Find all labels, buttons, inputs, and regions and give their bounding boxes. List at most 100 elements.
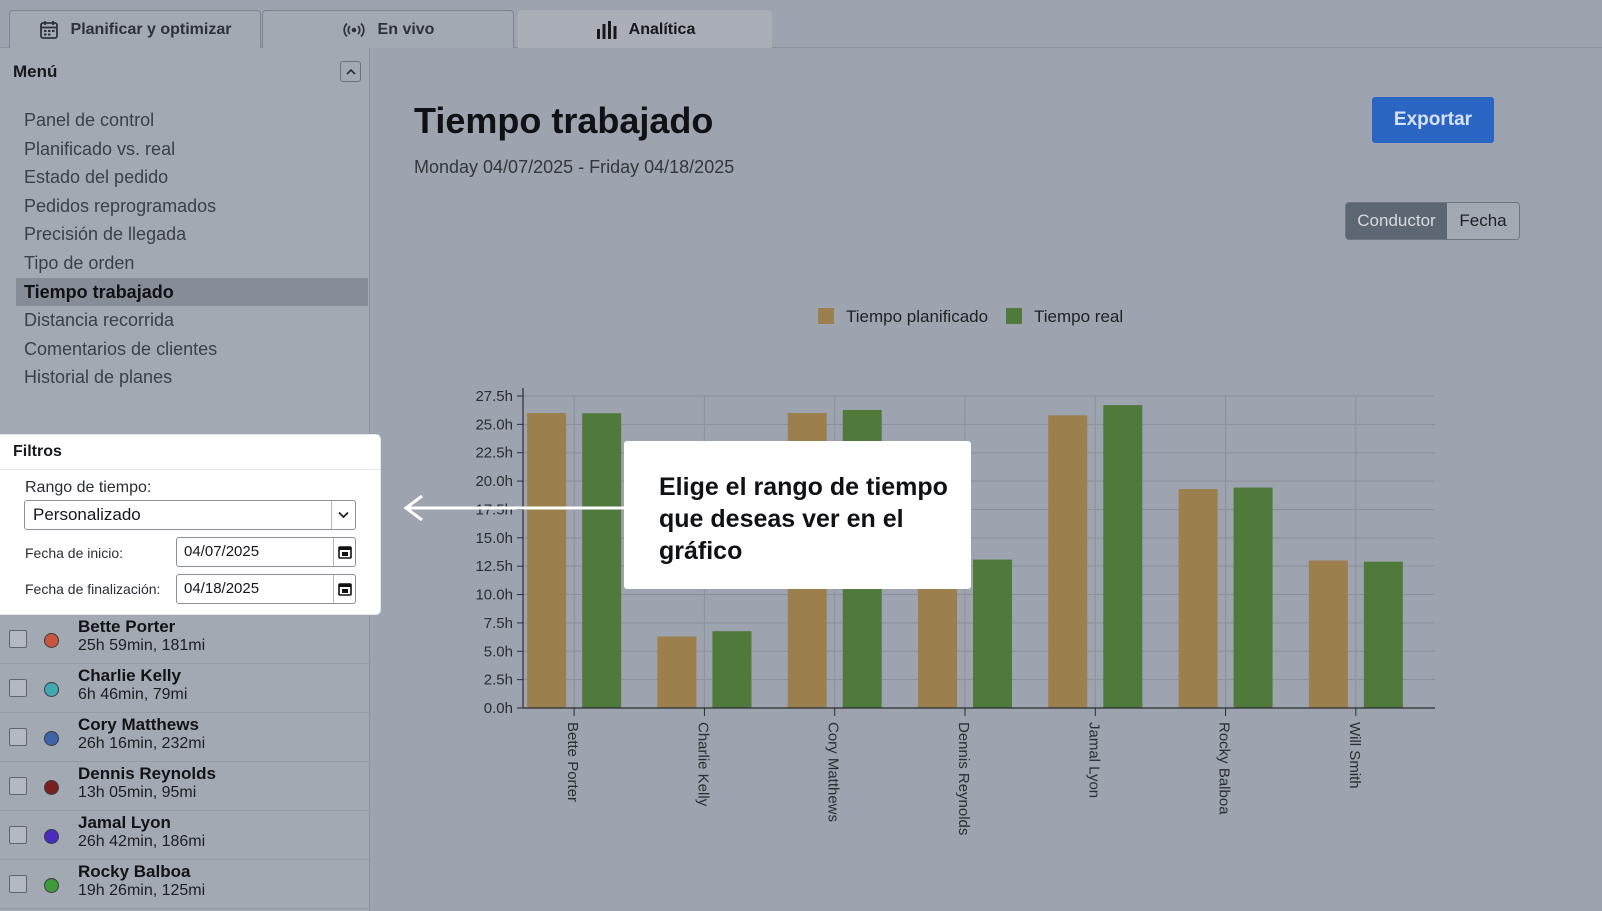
callout-line: Elige el rango de tiempo [659,473,948,501]
menu-item-tipo-de-orden[interactable]: Tipo de orden [24,252,135,273]
driver-stats: 13h 05min, 95mi [78,784,197,801]
start-date-input[interactable]: 04/07/2025 [176,537,356,567]
driver-row[interactable]: Jamal Lyon 26h 42min, 186mi [0,811,369,860]
bar [1308,560,1348,708]
start-date-value: 04/07/2025 [184,543,260,560]
menu-item-pedidos-reprogramados[interactable]: Pedidos reprogramados [24,195,217,216]
driver-checkbox[interactable] [9,679,27,697]
x-tick-label: Dennis Reynolds [955,722,972,835]
y-tick-label: 25.0h [475,416,513,433]
group-by-toggle: Conductor Fecha [1345,202,1520,240]
driver-list: Bette Porter 25h 59min, 181mi Charlie Ke… [0,615,369,909]
divider [0,469,380,470]
tab-label: Analítica [628,20,696,38]
menu-item-tiempo-trabajado[interactable]: Tiempo trabajado [16,277,368,307]
menu-title: Menú [13,62,58,81]
driver-checkbox[interactable] [9,630,27,648]
legend-label: Tiempo planificado [846,307,988,326]
menu-item-planificado-vs-real[interactable]: Planificado vs. real [24,138,176,159]
bar [582,413,622,708]
driver-checkbox[interactable] [9,875,27,893]
y-tick-label: 22.5h [475,445,513,462]
collapse-menu-button[interactable] [340,61,361,82]
calendar-icon[interactable] [333,575,355,603]
y-tick-label: 7.5h [484,615,513,632]
y-tick-label: 12.5h [475,558,513,575]
menu-list: Panel de control Planificado vs. real Es… [16,106,368,392]
tab-analitica[interactable]: Analítica [518,10,772,48]
driver-color-dot [44,829,59,844]
tab-planificar[interactable]: Planificar y optimizar [9,10,261,48]
bar [527,413,567,708]
x-tick-label: Will Smith [1346,722,1363,789]
tab-label: En vivo [377,20,435,38]
driver-row[interactable]: Rocky Balboa 19h 26min, 125mi [0,860,369,909]
y-tick-label: 27.5h [475,388,513,405]
driver-row[interactable]: Charlie Kelly 6h 46min, 79mi [0,664,369,713]
driver-color-dot [44,878,59,893]
start-date-label: Fecha de inicio: [25,545,124,561]
chevron-down-icon [331,501,355,529]
bar [712,631,752,708]
time-range-select[interactable]: Personalizado [24,500,356,530]
driver-name: Jamal Lyon [78,813,171,832]
bar [1178,489,1218,708]
chevron-up-icon [345,66,356,78]
driver-checkbox[interactable] [9,728,27,746]
bar [973,559,1012,708]
x-tick-label: Bette Porter [564,722,581,802]
driver-stats: 25h 59min, 181mi [78,637,206,654]
date-range-text: Monday 04/07/2025 - Friday 04/18/2025 [414,157,735,177]
callout-line: gráfico [659,537,743,565]
calendar-icon [39,20,59,40]
menu-item-historial-de-planes[interactable]: Historial de planes [24,367,173,388]
legend-label: Tiempo real [1034,307,1123,326]
menu-item-estado-del-pedido[interactable]: Estado del pedido [24,167,169,188]
y-tick-label: 2.5h [484,672,513,689]
arrow-left-icon [403,495,628,521]
menu-item-precision-de-llegada[interactable]: Precisión de llegada [24,224,187,245]
driver-color-dot [44,682,59,697]
driver-checkbox[interactable] [9,777,27,795]
toggle-fecha[interactable]: Fecha [1447,203,1519,239]
bar [1048,415,1088,708]
menu-item-comentarios-de-clientes[interactable]: Comentarios de clientes [24,338,218,359]
tab-en-vivo[interactable]: En vivo [262,10,514,48]
end-date-value: 04/18/2025 [184,580,260,597]
end-date-label: Fecha de finalización: [25,581,161,597]
x-tick-label: Cory Matthews [825,722,842,822]
legend-swatch [1006,308,1022,324]
time-range-value: Personalizado [33,505,141,524]
y-tick-label: 17.5h [475,501,513,518]
driver-name: Charlie Kelly [78,666,181,685]
export-button[interactable]: Exportar [1372,97,1494,143]
driver-name: Cory Matthews [78,715,199,734]
tooltip-callout: Elige el rango de tiempo que deseas ver … [624,441,971,589]
toggle-conductor[interactable]: Conductor [1346,203,1447,239]
y-tick-label: 5.0h [484,643,513,660]
bar [657,636,697,708]
menu-item-distancia-recorrida[interactable]: Distancia recorrida [24,310,175,331]
driver-color-dot [44,633,59,648]
driver-stats: 19h 26min, 125mi [78,882,206,899]
driver-row[interactable]: Cory Matthews 26h 16min, 232mi [0,713,369,762]
broadcast-icon [342,21,366,39]
driver-checkbox[interactable] [9,826,27,844]
callout-line: que deseas ver en el [659,505,904,533]
driver-color-dot [44,731,59,746]
end-date-input[interactable]: 04/18/2025 [176,574,356,604]
calendar-icon[interactable] [333,538,355,566]
driver-row[interactable]: Bette Porter 25h 59min, 181mi [0,615,369,664]
driver-name: Bette Porter [78,617,176,636]
driver-stats: 6h 46min, 79mi [78,686,188,703]
filters-title: Filtros [13,443,62,460]
bar [1233,487,1273,708]
x-tick-label: Jamal Lyon [1085,722,1102,798]
page-title: Tiempo trabajado [414,100,714,141]
y-tick-label: 0.0h [484,700,513,717]
y-tick-label: 20.0h [475,473,513,490]
bar-chart-icon [595,20,617,40]
menu-item-panel-de-control[interactable]: Panel de control [24,110,155,130]
driver-row[interactable]: Dennis Reynolds 13h 05min, 95mi [0,762,369,811]
tab-label: Planificar y optimizar [70,20,232,38]
